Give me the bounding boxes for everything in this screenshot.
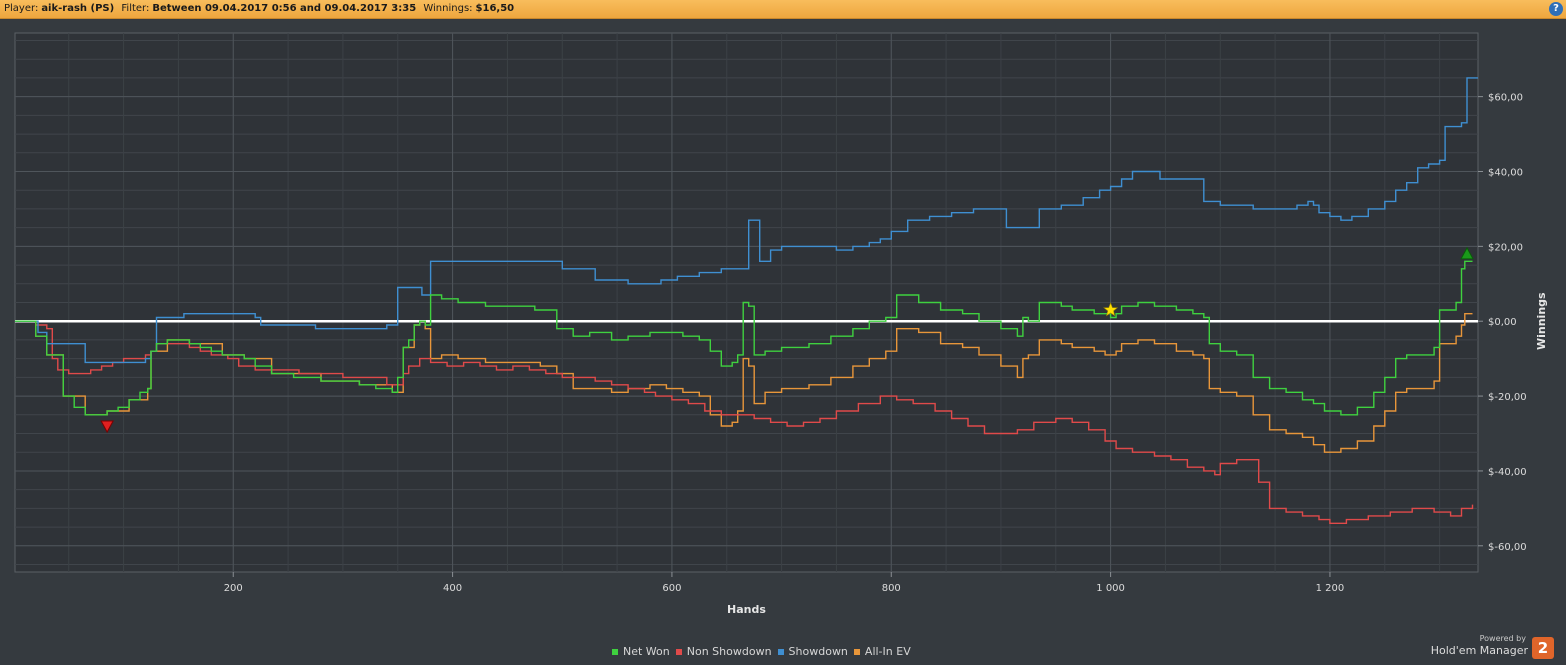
filter-label: Filter: xyxy=(121,3,150,14)
x-tick-label: 400 xyxy=(443,583,462,594)
legend-label: Net Won xyxy=(623,645,670,658)
x-axis-label: Hands xyxy=(727,603,766,616)
x-tick-label: 1 000 xyxy=(1096,583,1125,594)
max-marker xyxy=(1460,246,1474,260)
powered-by-text: Powered by xyxy=(1479,634,1526,643)
player-value: aik-rash (PS) xyxy=(41,3,115,14)
legend-swatch xyxy=(853,649,860,655)
axes: $60,00 $40,00 $20,00 $0,00 $-20,00 $-40,00 $-6… xyxy=(15,93,1527,594)
legend-label: All-In EV xyxy=(864,645,911,658)
grid xyxy=(14,32,1479,573)
x-tick-label: 1 200 xyxy=(1316,583,1345,594)
y-tick-label: $20,00 xyxy=(1488,242,1523,253)
legend-label: Showdown xyxy=(788,645,848,658)
series-line-showdown xyxy=(15,77,1478,364)
winnings-graph[interactable]: $60,00 $40,00 $20,00 $0,00 $-20,00 $-40,00 $-6… xyxy=(0,19,1566,665)
x-tick-label: 200 xyxy=(224,583,243,594)
x-tick-label: 800 xyxy=(882,583,901,594)
legend-swatch xyxy=(777,649,784,655)
legend-item[interactable]: Non Showdown xyxy=(675,645,772,658)
min-marker xyxy=(100,420,114,434)
legend-swatch xyxy=(612,649,618,655)
filter-value: Between 09.04.2017 0:56 and 09.04.2017 3… xyxy=(152,3,417,14)
markers xyxy=(100,246,1474,434)
winnings-value: $16,50 xyxy=(475,3,515,14)
filter-header-bar: Player: aik-rash (PS) Filter: Between 09.0… xyxy=(0,0,1566,19)
legend-item[interactable]: Showdown xyxy=(777,645,848,658)
legend-item[interactable]: Net Won xyxy=(612,645,670,658)
y-tick-label: $0,00 xyxy=(1488,317,1517,328)
help-icon[interactable]: ? xyxy=(1549,2,1563,16)
legend-label: Non Showdown xyxy=(686,645,772,658)
player-label: Player: xyxy=(4,3,39,14)
legend: Net Won Non Showdown Showdown All-In EV xyxy=(612,645,917,658)
y-tick-label: $-20,00 xyxy=(1488,392,1527,403)
x-tick-label: 600 xyxy=(662,583,681,594)
winnings-label: Winnings: xyxy=(423,3,473,14)
y-tick-label: $40,00 xyxy=(1488,167,1523,178)
y-tick-label: $60,00 xyxy=(1488,93,1523,104)
legend-item[interactable]: All-In EV xyxy=(853,645,911,658)
brand-name: Hold'em Manager xyxy=(1430,644,1528,657)
star-marker xyxy=(1103,302,1119,317)
y-tick-label: $-60,00 xyxy=(1488,542,1527,553)
hem2-logo-icon: 2 xyxy=(1532,637,1554,659)
y-axis-label: Winnings xyxy=(1535,292,1548,350)
series-line-non-showdown xyxy=(15,320,1474,524)
y-tick-label: $-40,00 xyxy=(1488,467,1527,478)
series-line-net-won xyxy=(15,260,1473,416)
series-lines xyxy=(15,77,1478,524)
legend-swatch xyxy=(675,649,682,655)
